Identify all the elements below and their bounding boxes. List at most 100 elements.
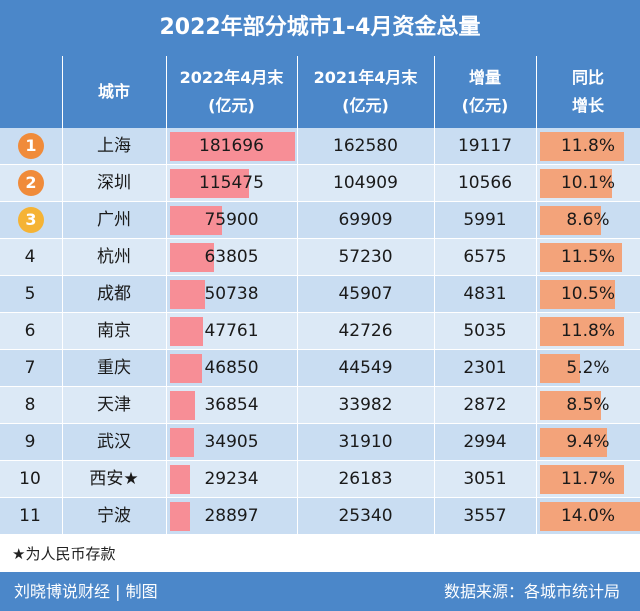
bar-2022	[170, 391, 196, 420]
table-row	[0, 202, 640, 239]
cell-increase: 10566	[457, 173, 513, 193]
cell-city: 广州	[97, 210, 131, 230]
bar-2022	[170, 243, 214, 272]
row-divider	[0, 201, 640, 202]
table-header	[0, 56, 640, 128]
rank-number: 10	[19, 469, 41, 489]
cell-2022: 181696	[199, 136, 264, 156]
row-divider	[0, 238, 640, 239]
cell-city: 深圳	[97, 173, 131, 193]
cell-2021: 45907	[338, 284, 393, 304]
header-2021: 2021年4月末 (亿元)	[313, 68, 418, 115]
rank-number: 9	[24, 432, 36, 452]
row-divider	[0, 497, 640, 498]
cell-2021: 57230	[338, 247, 393, 267]
cell-2021: 31910	[338, 432, 393, 452]
row-divider	[0, 534, 640, 535]
cell-2021: 162580	[333, 136, 398, 156]
column-divider	[434, 56, 435, 539]
bar-growth	[540, 206, 602, 235]
cell-2022: 75900	[204, 210, 259, 230]
rank-number: 6	[24, 321, 36, 341]
cell-growth: 9.4%	[566, 432, 610, 452]
cell-2022: 46850	[204, 358, 259, 378]
rank-number: 8	[24, 395, 36, 415]
rank-badge: 2	[18, 170, 44, 196]
rank-number: 4	[24, 247, 36, 267]
cell-city: 南京	[97, 321, 131, 341]
cell-2021: 69909	[338, 210, 393, 230]
bar-growth	[540, 243, 623, 272]
bar-2022	[170, 317, 203, 346]
row-divider	[0, 275, 640, 276]
cell-city: 上海	[97, 136, 131, 156]
header-growth: 同比 增长	[571, 68, 604, 115]
cell-growth: 8.5%	[566, 395, 610, 415]
cell-city: 武汉	[97, 432, 131, 452]
bar-growth	[540, 391, 601, 420]
cell-city: 西安★	[89, 469, 139, 489]
column-divider	[536, 56, 537, 539]
bar-growth	[540, 465, 624, 494]
column-divider	[166, 56, 167, 539]
cell-2021: 104909	[333, 173, 398, 193]
cell-growth: 11.7%	[560, 469, 615, 489]
cell-2022: 47761	[204, 321, 259, 341]
row-divider	[0, 386, 640, 387]
row-divider	[0, 460, 640, 461]
cell-2022: 36854	[204, 395, 259, 415]
bar-2022	[170, 169, 250, 198]
cell-increase: 4831	[463, 284, 507, 304]
cell-increase: 2301	[463, 358, 507, 378]
cell-2022: 34905	[204, 432, 259, 452]
table-row	[0, 313, 640, 350]
table-row	[0, 276, 640, 313]
rank-number: 5	[24, 284, 36, 304]
table-row	[0, 387, 640, 424]
bar-2022	[170, 132, 295, 161]
bar-growth	[540, 169, 613, 198]
cell-2021: 25340	[338, 506, 393, 526]
bar-growth	[540, 132, 625, 161]
table-row	[0, 165, 640, 202]
cell-city: 重庆	[97, 358, 131, 378]
cell-2022: 29234	[204, 469, 259, 489]
cell-increase: 6575	[463, 247, 507, 267]
bar-growth	[540, 428, 608, 457]
cell-growth: 10.1%	[560, 173, 615, 193]
cell-increase: 2872	[463, 395, 507, 415]
rank-number: 11	[19, 506, 41, 526]
bar-growth	[540, 280, 615, 309]
table-row	[0, 239, 640, 276]
cell-2021: 42726	[338, 321, 393, 341]
table-row	[0, 461, 640, 498]
bar-2022	[170, 428, 194, 457]
column-divider	[297, 56, 298, 539]
cell-2022: 50738	[204, 284, 259, 304]
cell-2022: 28897	[204, 506, 259, 526]
row-divider	[0, 312, 640, 313]
footer: 刘晓博说财经 | 制图 数据来源：各城市统计局	[0, 572, 640, 611]
cell-2022: 63805	[204, 247, 259, 267]
column-divider	[62, 56, 63, 539]
rank-badge: 3	[18, 207, 44, 233]
bar-2022	[170, 280, 205, 309]
cell-increase: 2994	[463, 432, 507, 452]
footer-source: 数据来源：各城市统计局	[443, 582, 620, 601]
table-row	[0, 498, 640, 535]
row-divider	[0, 423, 640, 424]
cell-increase: 3557	[463, 506, 507, 526]
cell-increase: 5991	[463, 210, 507, 230]
cell-2021: 33982	[338, 395, 393, 415]
footnote: ★为人民币存款	[12, 545, 116, 563]
cell-city: 杭州	[97, 247, 131, 267]
bar-growth	[540, 317, 625, 346]
cell-growth: 11.5%	[560, 247, 615, 267]
cell-city: 天津	[97, 395, 131, 415]
bar-2022	[170, 354, 203, 383]
cell-2022: 115475	[199, 173, 264, 193]
page-title: 2022年部分城市1-4月资金总量	[0, 0, 640, 56]
header-city: 城市	[97, 82, 130, 101]
cell-2021: 44549	[338, 358, 393, 378]
